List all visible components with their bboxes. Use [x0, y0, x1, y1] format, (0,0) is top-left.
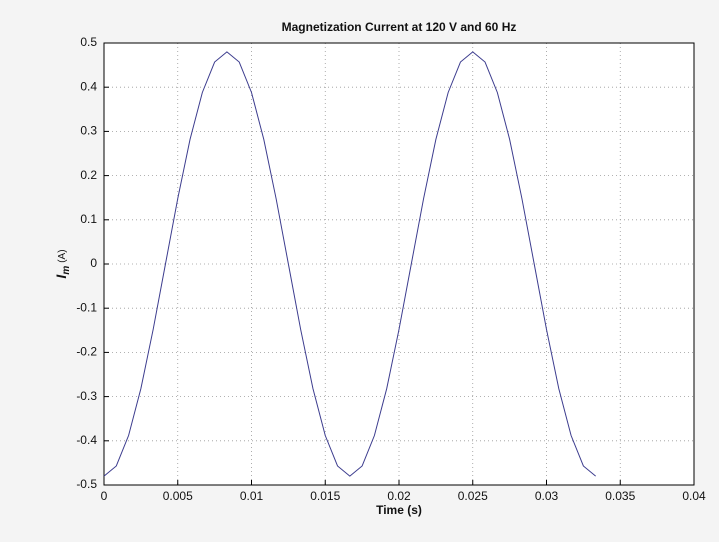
- x-tick-label: 0.04: [682, 489, 706, 503]
- y-tick-label: 0: [90, 256, 97, 270]
- y-tick-label: -0.3: [76, 389, 97, 403]
- y-label-symbol: I: [53, 274, 69, 279]
- y-tick-label: -0.1: [76, 300, 97, 314]
- y-tick-label: 0.5: [80, 35, 97, 49]
- data-line: [103, 51, 596, 477]
- x-tick-label: 0.02: [387, 489, 411, 503]
- y-axis-label: Im (A): [53, 249, 72, 278]
- y-tick-label: 0.4: [80, 79, 97, 93]
- y-label-unit: (A): [57, 249, 68, 262]
- y-tick-label: 0.1: [80, 212, 97, 226]
- x-tick-label: 0.025: [458, 489, 488, 503]
- x-tick-label: 0.01: [240, 489, 264, 503]
- y-tick-label: -0.4: [76, 433, 97, 447]
- x-tick-label: 0.005: [163, 489, 193, 503]
- y-tick-label: -0.5: [76, 477, 97, 491]
- axes-box: [103, 42, 695, 486]
- x-tick-label: 0: [101, 489, 108, 503]
- y-label-subscript: m: [61, 266, 72, 275]
- x-tick-label: 0.015: [310, 489, 340, 503]
- x-axis-label: Time (s): [376, 503, 422, 517]
- x-tick-label: 0.035: [605, 489, 635, 503]
- y-tick-label: -0.2: [76, 345, 97, 359]
- x-tick-label: 0.03: [535, 489, 559, 503]
- y-tick-label: 0.2: [80, 168, 97, 182]
- chart-title: Magnetization Current at 120 V and 60 Hz: [282, 20, 517, 34]
- y-tick-label: 0.3: [80, 124, 97, 138]
